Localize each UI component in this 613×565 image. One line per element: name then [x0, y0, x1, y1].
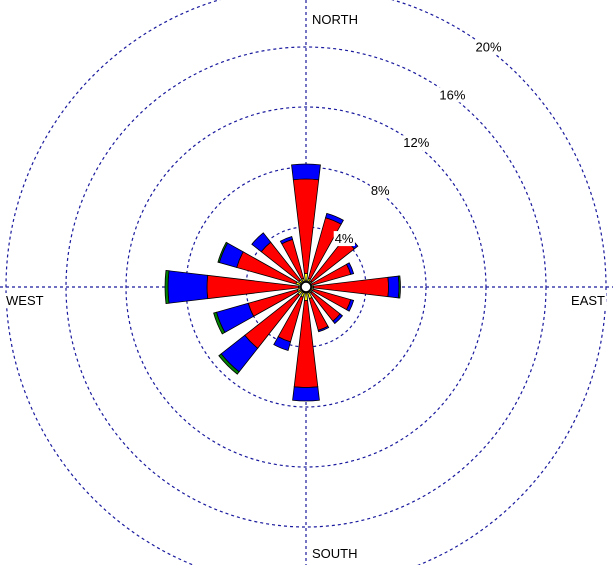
petal-nw-band-2 — [251, 232, 272, 253]
label-west-bg — [5, 293, 45, 308]
label-east: EAST — [571, 293, 605, 308]
label-north: NORTH — [312, 12, 358, 27]
ring-label-20: 20% — [476, 39, 502, 54]
calm-circle — [300, 281, 312, 293]
ring-label-8-bg — [369, 183, 392, 199]
label-north-bg — [311, 12, 359, 27]
petal-wsw-band-3 — [213, 311, 226, 335]
petal-w-band-2 — [167, 270, 209, 304]
petal-ssw-band-2 — [273, 336, 292, 352]
petals — [164, 163, 401, 402]
ring-label-4: 4% — [335, 231, 354, 246]
petal-n-band-0 — [303, 273, 309, 282]
ring-label-20-bg — [474, 39, 503, 55]
petal-sse-band-2 — [317, 325, 330, 333]
ring-label-8: 8% — [371, 183, 390, 198]
label-west: WEST — [6, 293, 44, 308]
petal-n-band-2 — [291, 163, 321, 181]
petal-nnw-band-2 — [279, 235, 294, 245]
ring-label-12: 12% — [403, 135, 429, 150]
ring-label-16: 16% — [439, 87, 465, 102]
petal-ene-band-2 — [346, 262, 355, 275]
petal-s-band-0 — [303, 292, 309, 301]
ring-label-4-bg — [333, 231, 355, 247]
ring-label-16-bg — [438, 87, 467, 103]
petal-e-band-3 — [397, 275, 401, 299]
petal-w-band-3 — [164, 269, 170, 305]
petal-nne-band-2 — [325, 212, 344, 225]
ring-label-12-bg — [402, 135, 431, 151]
petal-e-band-2 — [387, 275, 400, 299]
petal-s-band-2 — [292, 386, 320, 402]
label-south-bg — [311, 546, 359, 561]
label-east-bg — [570, 293, 607, 308]
petal-ese-band-2 — [346, 299, 355, 312]
label-south: SOUTH — [312, 546, 358, 561]
petal-sw-band-3 — [218, 353, 240, 375]
petal-se-band-2 — [332, 313, 344, 325]
chart-labels: NORTH SOUTH WEST EAST 4% 8% 12% 16% 20% — [5, 12, 607, 561]
petal-wnw-band-3 — [217, 241, 229, 264]
